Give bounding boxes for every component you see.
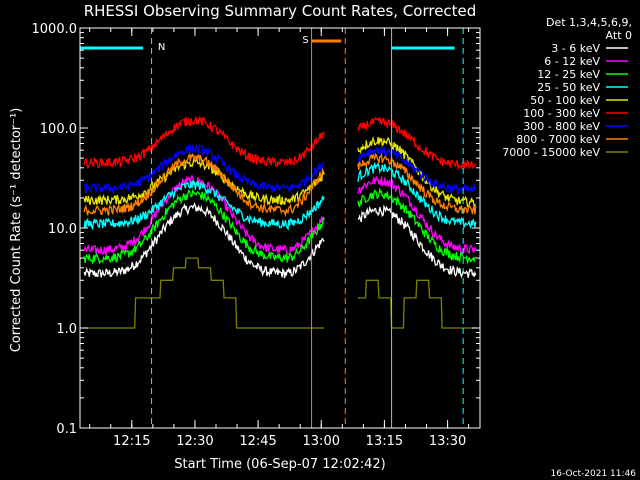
x-axis-label: Start Time (06-Sep-07 12:02:42) (174, 457, 385, 472)
x-tick-label: 12:30 (176, 434, 213, 449)
legend-attenuator-line: Att 0 (606, 29, 632, 42)
y-tick-label: 0.1 (56, 422, 77, 437)
legend-label-8: 7000 - 15000 keV (502, 146, 600, 159)
footer-timestamp: 16-Oct-2021 11:46 (551, 469, 637, 479)
legend-label-6: 300 - 800 keV (523, 120, 600, 133)
y-tick-label: 10.0 (48, 222, 77, 237)
x-tick-label: 13:15 (366, 434, 403, 449)
y-tick-label: 1000.0 (32, 22, 78, 37)
night-label: N (158, 42, 165, 53)
series-line-6 (83, 143, 477, 195)
x-tick-label: 12:45 (239, 434, 276, 449)
legend-label-2: 12 - 25 keV (537, 68, 600, 81)
saa-label: S (302, 35, 308, 46)
legend-label-1: 6 - 12 keV (544, 55, 600, 68)
y-tick-label: 100.0 (40, 122, 77, 137)
series-line-5 (83, 116, 477, 170)
legend-label-5: 100 - 300 keV (523, 107, 600, 120)
plot-area: N S 0.1 1.0 10.0 100.0 1000.0 12:15 12:30 12:45 13… (32, 22, 481, 449)
series-line-7 (83, 152, 477, 218)
x-tick-label: 13:00 (303, 434, 340, 449)
legend-label-0: 3 - 6 keV (551, 42, 600, 55)
legend-detector-line: Det 1,3,4,5,6,9, (546, 16, 632, 29)
series-line-0 (83, 201, 477, 279)
y-axis-label: Corrected Count Rate (s⁻¹ detector⁻¹) (9, 108, 24, 353)
legend-label-4: 50 - 100 keV (530, 94, 600, 107)
x-tick-label: 13:30 (429, 434, 466, 449)
series-line-8 (84, 257, 476, 329)
x-tick-label: 12:15 (113, 434, 150, 449)
series-line-3 (83, 161, 477, 231)
series-line-2 (83, 187, 477, 265)
y-tick-label: 1.0 (56, 322, 77, 337)
legend-label-3: 25 - 50 keV (537, 81, 600, 94)
chart-title: RHESSI Observing Summary Count Rates, Co… (84, 2, 477, 20)
series-line-4 (83, 136, 476, 209)
legend-label-7: 800 - 7000 keV (516, 133, 600, 146)
